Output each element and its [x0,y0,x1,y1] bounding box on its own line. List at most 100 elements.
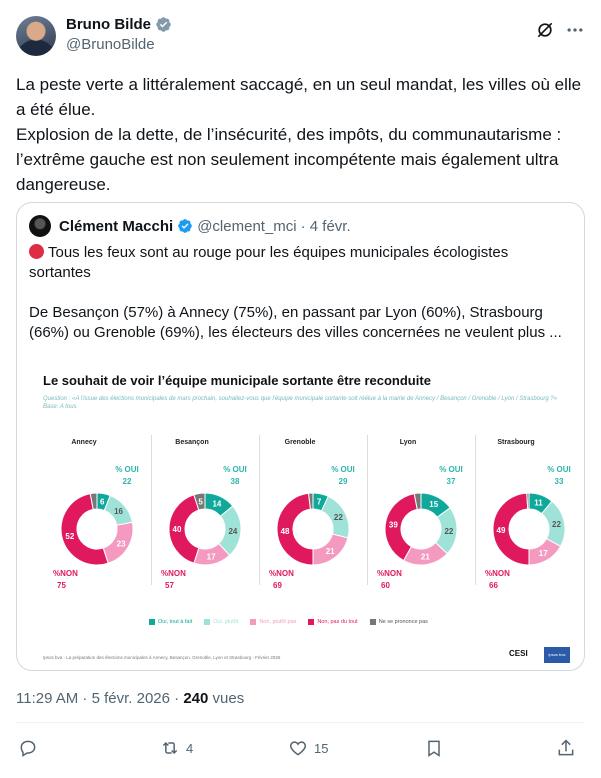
chart-legend: Oui, tout à fait Oui, plutôt Non, plutôt p… [149,619,428,625]
slice-label: 24 [228,527,237,536]
slice-label: 22 [334,513,343,522]
slice-label: 48 [281,527,290,536]
views-label: vues [208,690,245,707]
repost-icon [162,741,178,755]
oui-value: 37 [446,477,456,486]
legend-item: Oui, plutôt [204,619,238,625]
reply-icon [20,740,36,757]
view-count: 240 [183,690,209,707]
donut-chart: 7 22 21 48 [276,492,350,566]
city-panel-annecy: Annecy % OUI 22 %NON 75 6 16 23 52 [49,435,154,595]
quote-header: Clément Macchi @clement_mci · 4 févr. [29,215,351,237]
heart-icon [289,741,307,756]
city-panel-grenoble: Grenoble % OUI 29 %NON 69 7 22 21 48 [265,435,370,595]
legend-item: Oui, tout à fait [149,619,192,625]
legend-label: Oui, tout à fait [158,619,193,625]
red-circle-icon [29,244,44,259]
legend-label: Non, plutôt pas [259,619,297,625]
donut-slice [307,492,314,510]
tweet-header: Bruno Bilde @BrunoBilde [16,14,585,58]
legend-item: Non, plutôt pas [250,619,296,625]
donut-chart: 6 16 23 52 [60,492,134,566]
slice-label: 5 [198,497,203,506]
legend-swatch [204,619,211,625]
panel-separator [259,435,260,585]
donut-slice [89,492,98,510]
slice-label: 23 [117,539,126,548]
slice-label: 16 [114,507,123,516]
slice-label: 17 [539,549,548,558]
quote-text-line1: Tous les feux sont au rouge pour les équ… [29,244,509,281]
oui-value: 22 [122,477,132,486]
action-bar: 4 15 [16,738,585,762]
oui-value: 33 [554,477,564,486]
slice-label: 39 [389,521,398,530]
slice-label: 7 [317,498,322,507]
donut-slice [193,492,206,511]
author-name[interactable]: Bruno Bilde [66,16,151,33]
like-button[interactable]: 15 [288,738,328,758]
donut-chart: 14 24 17 40 5 [168,492,242,566]
quote-avatar [29,215,51,237]
legend-label: Oui, plutôt [213,619,239,625]
oui-value: 29 [338,477,348,486]
donut-slice [526,492,530,510]
donut-slice [492,492,530,566]
author-name-row[interactable]: Bruno Bilde [66,16,172,33]
donut-slice [276,492,314,566]
city-name: Annecy [71,439,97,446]
share-icon [558,739,574,756]
legend-swatch [308,619,315,625]
like-count: 15 [314,740,329,756]
author-handle[interactable]: @BrunoBilde [66,36,155,53]
slice-label: 21 [326,547,335,556]
slice-label: 15 [429,500,438,509]
city-panel-lyon: Lyon % OUI 37 %NON 60 15 22 21 39 [373,435,478,595]
avatar[interactable] [16,16,56,56]
donut-chart: 11 22 17 49 [492,492,566,566]
reply-button[interactable] [18,738,44,758]
panel-separator [151,435,152,585]
donut-slice [168,494,200,564]
share-button[interactable] [556,738,576,758]
non-value: 66 [489,581,498,590]
chart-title: Le souhait de voir l’équipe municipale s… [43,373,431,388]
city-name: Strasbourg [497,439,535,446]
non-label: %NON [485,569,510,578]
quote-text-line2: De Besançon (57%) à Annecy (75%), en pas… [29,304,562,341]
non-label: %NON [161,569,186,578]
non-label: %NON [53,569,78,578]
non-value: 75 [57,581,66,590]
verified-badge-icon [178,219,193,233]
quoted-tweet[interactable]: Clément Macchi @clement_mci · 4 févr. To… [16,202,585,671]
poll-infographic[interactable]: Le souhait de voir l’équipe municipale s… [29,363,574,667]
legend-item: Ne se prononce pas [369,619,428,625]
slice-label: 14 [212,500,221,509]
tweet-text: La peste verte a littéralement saccagé, … [16,75,582,194]
donut-slice [413,492,422,510]
more-icon[interactable] [565,20,585,40]
divider [16,722,585,723]
slice-label: 11 [534,499,543,508]
legend-label: Non, pas du tout [317,619,358,625]
legend-swatch [250,619,257,625]
ipsos-logo: ipsos bva [544,647,570,663]
repost-button[interactable]: 4 [160,738,193,758]
repost-count: 4 [186,740,194,756]
bookmark-button[interactable] [424,738,444,758]
tweet-time[interactable]: 11:29 AM · 5 févr. 2026 · [16,690,184,707]
oui-value: 38 [230,477,240,486]
cesi-logo: CESI [509,649,528,658]
non-value: 69 [273,581,282,590]
bookmark-icon [428,740,440,757]
donut-chart: 15 22 21 39 [384,492,458,566]
city-panel-besançon: Besançon % OUI 38 %NON 57 14 24 17 40 5 [157,435,262,595]
non-label: %NON [269,569,294,578]
grok-icon[interactable] [535,20,555,40]
slice-label: 22 [552,520,561,529]
chart-footnote: Ipsos bva - La préparation des élections… [43,655,281,660]
oui-label: % OUI [547,465,571,474]
legend-swatch [369,619,376,625]
slice-label: 6 [100,497,105,506]
quote-author-name: Clément Macchi [59,217,174,235]
